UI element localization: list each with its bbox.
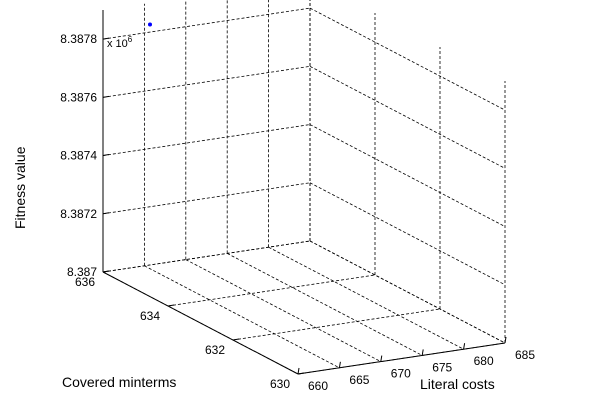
- y-tick-mark: [102, 270, 110, 273]
- y-axis-label: Covered minterms: [62, 374, 176, 390]
- floor-grid-line-x: [227, 253, 423, 356]
- side-wall-grid-horizontal: [309, 65, 506, 169]
- y-tick-label: 636: [75, 275, 95, 289]
- z-axis-exponent-base: x 10: [107, 38, 128, 50]
- grid-lines: [102, 0, 506, 375]
- z-axis-label: Fitness value: [12, 146, 28, 229]
- side-wall-grid-horizontal: [309, 7, 506, 111]
- floor-grid-line-y: [232, 308, 441, 341]
- z-tick-label: 8.3872: [60, 207, 97, 221]
- data-point: [148, 22, 152, 27]
- y-tick-mark: [297, 372, 305, 375]
- y-tick-label: 634: [140, 309, 160, 323]
- floor-grid-line-x: [268, 246, 464, 350]
- x-tick-mark: [338, 361, 341, 368]
- side-wall-grid-horizontal: [309, 124, 506, 227]
- back-wall-grid-horizontal: [102, 240, 311, 273]
- back-wall-grid-horizontal: [102, 65, 311, 98]
- x-tick-label: 675: [432, 360, 452, 374]
- x-tick-mark: [504, 336, 507, 344]
- z-tick-label: 8.3878: [60, 32, 97, 46]
- x-tick-label: 670: [391, 367, 411, 381]
- data-points: [148, 22, 152, 27]
- tick-labels: 8.387 8.3872 8.3874 8.3876 8.3878 630 632 634 63…: [60, 32, 535, 393]
- z-tick-mark: [102, 95, 110, 98]
- y-tick-label: 630: [270, 377, 290, 391]
- z-tick-mark: [102, 154, 110, 157]
- x-tick-label: 660: [308, 379, 328, 393]
- y-tick-mark: [232, 338, 240, 341]
- x-tick-mark: [380, 355, 383, 362]
- back-wall-grid-horizontal: [102, 124, 311, 156]
- side-wall-grid-horizontal: [309, 240, 506, 344]
- z-tick-mark: [102, 37, 110, 40]
- z-tick-label: 8.3874: [60, 149, 97, 163]
- x-axis-line: [297, 342, 506, 375]
- x-tick-mark: [463, 343, 466, 350]
- side-wall-grid-horizontal: [309, 182, 506, 286]
- floor-grid-line-x: [185, 259, 381, 362]
- z-tick-label: 8.3876: [60, 90, 97, 104]
- x-tick-label: 665: [349, 373, 369, 387]
- back-wall-grid-horizontal: [102, 182, 311, 215]
- x-tick-label: 685: [515, 348, 535, 362]
- x-tick-label: 680: [474, 354, 494, 368]
- z-axis-exponent: x 106: [107, 35, 133, 50]
- floor-grid-line-y: [167, 274, 376, 307]
- x-axis-label: Literal costs: [420, 376, 495, 392]
- z-tick-label: 8.387: [67, 265, 97, 279]
- y-tick-mark: [167, 304, 175, 307]
- y-axis-line: [102, 271, 299, 375]
- z-axis-exponent-power: 6: [128, 35, 133, 44]
- y-tick-label: 632: [205, 343, 225, 357]
- axes: [102, 10, 507, 375]
- x-tick-mark: [297, 367, 300, 375]
- back-wall-grid-horizontal: [102, 7, 311, 40]
- x-tick-mark: [421, 349, 424, 356]
- z-tick-mark: [102, 212, 110, 215]
- floor-grid-line-x: [144, 265, 340, 369]
